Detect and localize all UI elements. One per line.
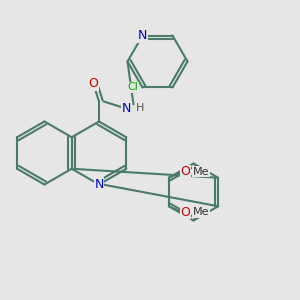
Text: H: H: [136, 103, 145, 113]
Text: O: O: [180, 165, 190, 178]
Text: Me: Me: [193, 207, 209, 217]
Text: N: N: [94, 178, 104, 191]
Text: N: N: [121, 101, 131, 115]
Text: Me: Me: [193, 167, 209, 177]
Text: O: O: [88, 77, 98, 91]
Text: O: O: [180, 206, 190, 219]
Text: Cl: Cl: [127, 82, 138, 92]
Text: N: N: [138, 29, 147, 42]
